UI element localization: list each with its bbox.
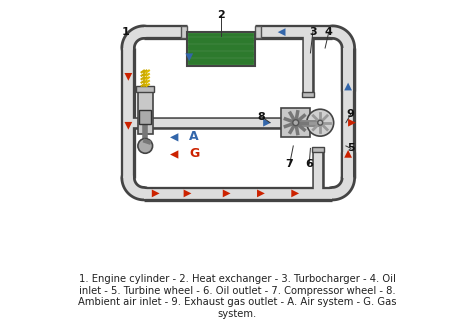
Text: A: A [189,130,199,143]
Text: 4: 4 [325,27,333,37]
Bar [181,26,187,38]
Circle shape [318,120,323,125]
Bar [187,32,255,66]
Text: 6: 6 [305,159,313,169]
Bar [311,147,324,152]
Bar [302,91,314,97]
Text: 7: 7 [286,159,293,169]
Text: 9: 9 [347,109,355,119]
Text: 8: 8 [257,111,265,122]
Bar [137,92,153,134]
Circle shape [293,120,299,126]
Bar [137,86,154,92]
Text: 1. Engine cylinder - 2. Heat exchanger - 3. Turbocharger - 4. Oil
inlet - 5. Tur: 1. Engine cylinder - 2. Heat exchanger -… [78,274,396,319]
Text: 5: 5 [347,143,355,153]
Circle shape [138,138,153,153]
Circle shape [307,109,334,136]
Bar [139,110,151,124]
Text: G: G [189,147,200,160]
Text: 3: 3 [309,27,317,37]
Bar [255,26,262,38]
Text: 2: 2 [217,10,225,20]
Text: 1: 1 [122,27,129,37]
Bar [281,108,310,137]
